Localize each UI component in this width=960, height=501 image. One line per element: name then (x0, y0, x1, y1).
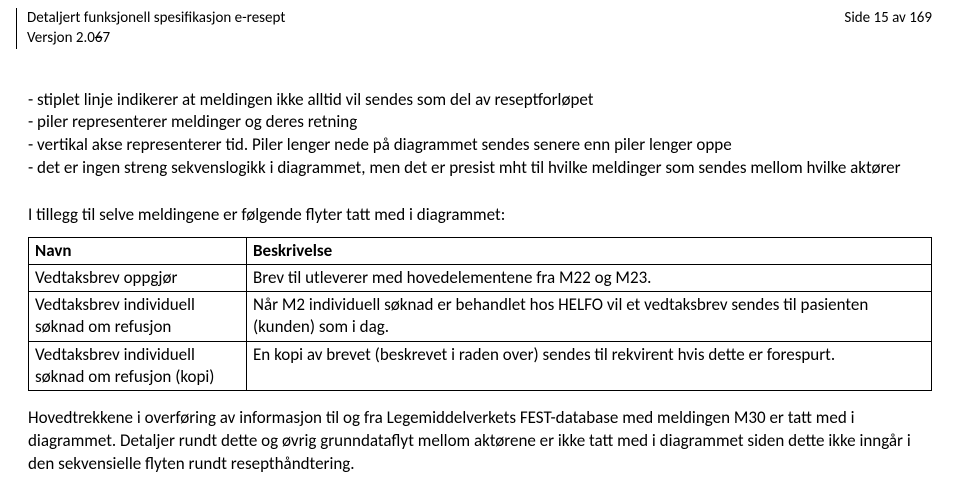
bullet-item: - piler representerer meldinger og deres… (28, 111, 932, 134)
version-prefix: Versjon 2.0 (27, 29, 95, 47)
cell-desc: Brev til utleverer med hovedelementene f… (247, 265, 932, 292)
table-row: Vedtaksbrev oppgjør Brev til utleverer m… (29, 265, 932, 292)
cell-name: Vedtaksbrev individuell søknad om refusj… (29, 292, 247, 341)
bullet-item: - vertikal akse representerer tid. Piler… (28, 134, 932, 157)
table-header-row: Navn Beskrivelse (29, 238, 932, 265)
bullet-list: - stiplet linje indikerer at meldingen i… (28, 89, 932, 181)
page-number: Side 15 av 169 (844, 8, 932, 28)
trailing-paragraph: Hovedtrekkene i overføring av informasjo… (28, 407, 932, 476)
col-header-desc: Beskrivelse (247, 238, 932, 265)
bullet-item: - det er ingen streng sekvenslogikk i di… (28, 157, 932, 180)
cell-name: Vedtaksbrev oppgjør (29, 265, 247, 292)
cell-desc: En kopi av brevet (beskrevet i raden ove… (247, 341, 932, 390)
doc-version: Versjon 2.067 (27, 28, 932, 48)
flows-table: Navn Beskrivelse Vedtaksbrev oppgjør Bre… (28, 237, 932, 391)
col-header-name: Navn (29, 238, 247, 265)
bullet-item: - stiplet linje indikerer at meldingen i… (28, 89, 932, 112)
cell-desc: Når M2 individuell søknad er behandlet h… (247, 292, 932, 341)
cell-name: Vedtaksbrev individuell søknad om refusj… (29, 341, 247, 390)
doc-title: Detaljert funksjonell spesifikasjon e-re… (27, 8, 932, 28)
table-row: Vedtaksbrev individuell søknad om refusj… (29, 292, 932, 341)
lead-paragraph: I tillegg til selve meldingene er følgen… (28, 204, 932, 227)
page-header: Detaljert funksjonell spesifikasjon e-re… (16, 8, 932, 49)
table-row: Vedtaksbrev individuell søknad om refusj… (29, 341, 932, 390)
version-suffix: 7 (102, 29, 110, 47)
document-page: Detaljert funksjonell spesifikasjon e-re… (0, 0, 960, 476)
